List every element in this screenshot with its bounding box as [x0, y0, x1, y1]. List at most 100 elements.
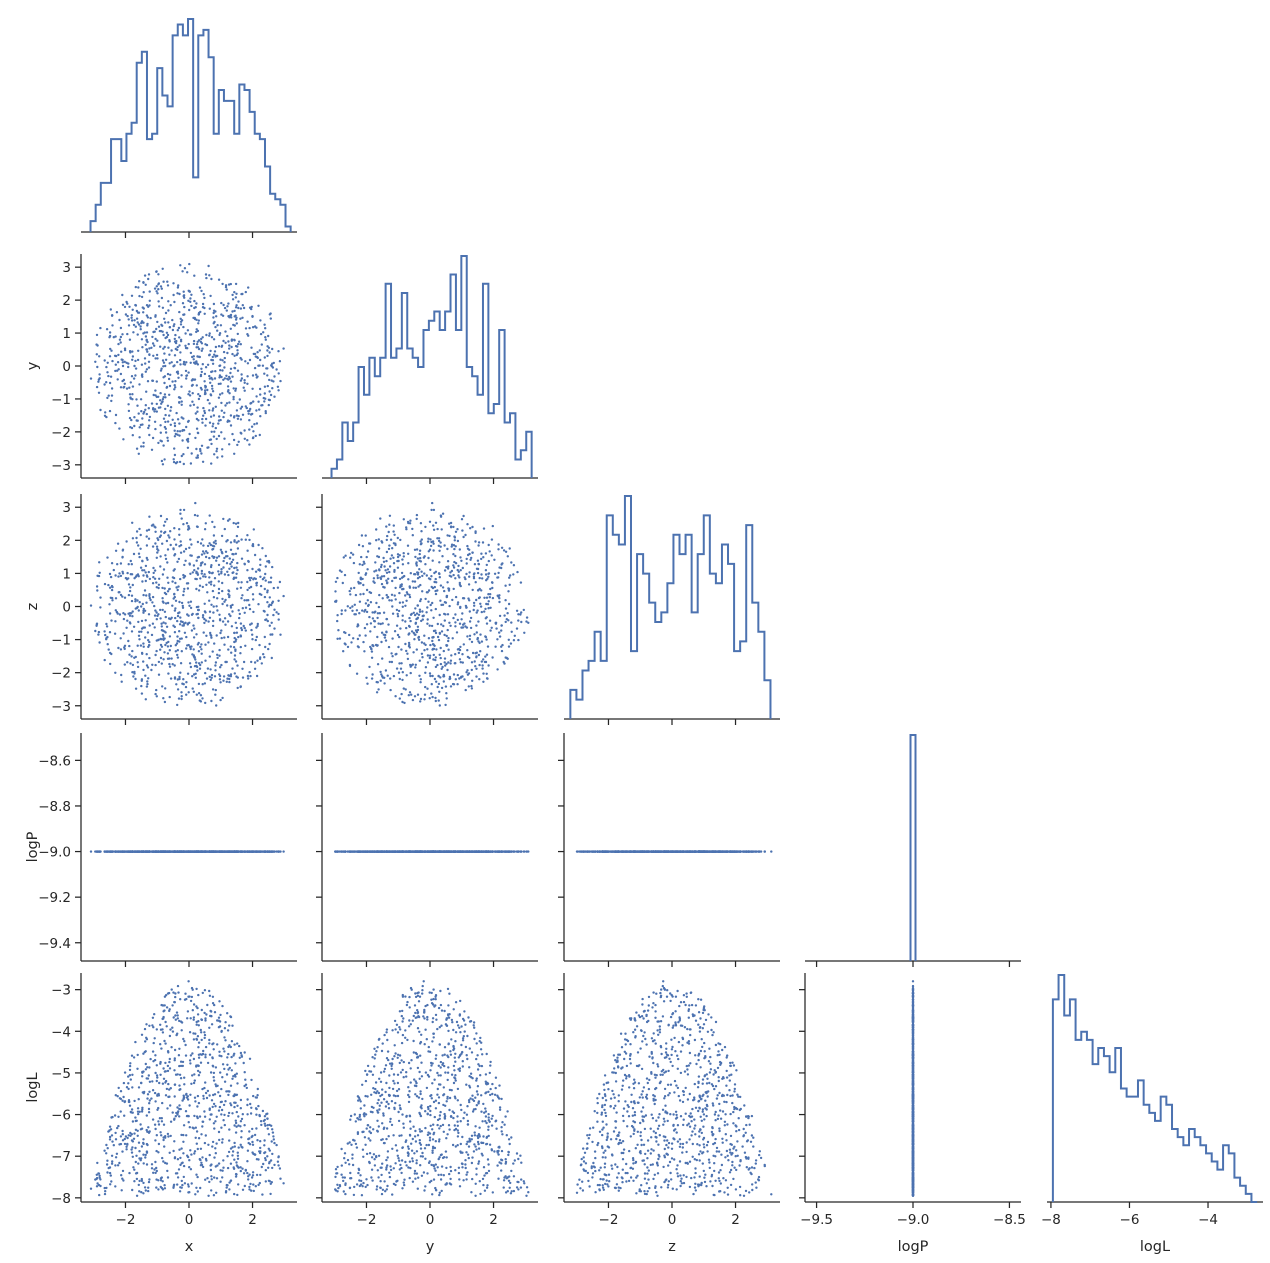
data-point — [234, 314, 237, 317]
data-point — [137, 850, 141, 853]
data-point — [386, 534, 389, 538]
data-point — [106, 850, 109, 853]
data-point — [174, 380, 177, 383]
data-point — [230, 651, 233, 654]
data-point — [142, 445, 145, 448]
data-point — [141, 306, 144, 309]
data-point — [162, 568, 166, 571]
data-point — [104, 633, 107, 637]
data-point — [223, 600, 226, 603]
data-point — [401, 619, 404, 622]
data-point — [208, 334, 211, 337]
data-point — [248, 358, 252, 362]
data-point — [506, 555, 509, 558]
data-point — [498, 631, 501, 634]
data-point — [131, 610, 134, 613]
data-point — [176, 588, 179, 592]
data-point — [234, 344, 238, 348]
data-point — [114, 421, 117, 425]
data-point — [146, 680, 149, 683]
data-point — [184, 369, 188, 373]
data-point — [108, 381, 112, 385]
data-point — [140, 630, 143, 633]
data-point — [155, 688, 158, 692]
data-point — [148, 347, 151, 350]
data-point — [125, 626, 128, 629]
data-point — [343, 642, 346, 645]
data-point — [183, 296, 186, 299]
data-point — [144, 564, 148, 568]
data-point — [139, 325, 142, 328]
data-point — [230, 560, 233, 564]
data-point — [454, 530, 458, 533]
data-point — [204, 611, 207, 614]
data-point — [251, 374, 255, 377]
data-point — [221, 455, 224, 458]
data-point — [215, 634, 218, 637]
data-point — [253, 661, 257, 664]
data-point — [262, 653, 265, 656]
data-point — [259, 319, 262, 322]
data-point — [139, 644, 143, 647]
data-point — [94, 629, 97, 633]
data-point — [234, 362, 237, 365]
data-point — [176, 286, 180, 289]
data-point — [98, 561, 101, 564]
data-point — [176, 360, 179, 364]
data-point — [183, 305, 186, 309]
data-point — [266, 367, 269, 370]
data-point — [412, 611, 415, 614]
data-point — [89, 850, 93, 853]
data-point — [464, 604, 468, 608]
data-point — [237, 300, 240, 303]
data-point — [263, 400, 266, 403]
data-point — [458, 622, 462, 625]
y-tick-label: −9.2 — [38, 890, 71, 906]
data-point — [165, 625, 169, 628]
data-point — [130, 563, 133, 566]
data-point — [145, 529, 149, 532]
data-point — [221, 392, 224, 395]
data-point — [134, 677, 137, 681]
data-point — [260, 593, 263, 596]
data-point — [163, 458, 166, 461]
data-point — [224, 555, 228, 558]
data-point — [444, 685, 448, 688]
data-point — [193, 665, 197, 668]
data-point — [198, 667, 202, 670]
data-point — [218, 654, 221, 657]
data-point — [219, 666, 222, 669]
data-point — [147, 537, 151, 540]
data-point — [488, 550, 491, 553]
data-point — [361, 545, 365, 548]
data-point — [370, 647, 373, 651]
data-point — [148, 624, 151, 627]
data-point — [437, 675, 440, 678]
data-point — [485, 622, 489, 625]
data-point — [200, 648, 203, 651]
data-point — [130, 573, 134, 576]
data-point — [387, 577, 390, 580]
data-point — [356, 645, 360, 648]
data-point — [382, 611, 386, 614]
data-point — [443, 601, 447, 604]
data-point — [199, 564, 202, 567]
data-point — [216, 609, 219, 612]
data-point — [408, 691, 412, 694]
data-point — [208, 655, 211, 658]
data-point — [214, 426, 217, 430]
data-point — [395, 667, 399, 670]
data-point — [145, 601, 148, 604]
data-point — [186, 623, 189, 626]
data-point — [253, 423, 256, 426]
data-point — [485, 596, 489, 599]
data-point — [164, 520, 167, 523]
data-point — [464, 688, 467, 692]
data-point — [180, 697, 183, 701]
data-point — [232, 646, 236, 649]
data-point — [125, 578, 129, 581]
data-point — [247, 559, 250, 563]
data-point — [473, 604, 476, 607]
data-point — [226, 604, 229, 607]
data-point — [162, 637, 165, 640]
